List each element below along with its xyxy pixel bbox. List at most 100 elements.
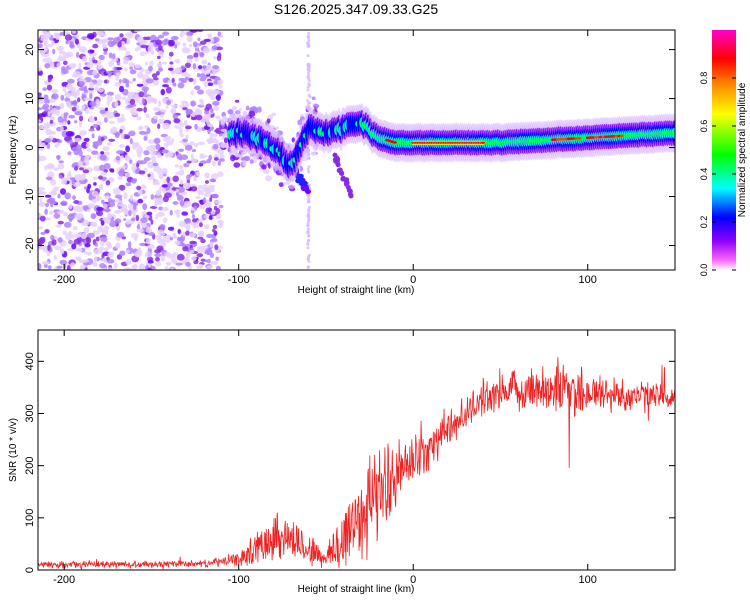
spectrogram-cell xyxy=(142,203,148,210)
y-tick-label: -10 xyxy=(24,189,36,205)
spectrogram-cell xyxy=(306,85,310,89)
spectrogram-cell xyxy=(219,84,223,89)
spectrogram-cell xyxy=(193,52,199,59)
spectrogram-cell xyxy=(215,115,221,119)
spectrogram-cell xyxy=(152,79,159,86)
spectrogram-cell xyxy=(189,109,193,114)
spectrogram-cell xyxy=(206,88,213,96)
spectrogram-cell xyxy=(234,99,240,103)
spectrogram-cell xyxy=(109,120,115,124)
spectrogram-cell xyxy=(307,43,311,47)
spectrogram-cell xyxy=(307,102,310,106)
spectrogram-cell xyxy=(105,180,111,186)
spectrogram-cell xyxy=(103,225,110,231)
spectrogram-cell xyxy=(55,109,60,116)
spectrogram-cell xyxy=(39,215,46,222)
spectrogram-cell xyxy=(307,93,311,97)
snr-series-line xyxy=(38,357,675,570)
spectrogram-cell xyxy=(156,153,162,159)
x-tick-label: 100 xyxy=(579,274,597,286)
spectrogram-cell xyxy=(51,95,56,99)
chart-title: S126.2025.347.09.33.G25 xyxy=(274,1,438,17)
spectrogram-cell xyxy=(199,51,205,58)
spectrogram-cell xyxy=(197,89,204,95)
spectrogram-cell xyxy=(202,47,211,54)
spectrogram-cell xyxy=(242,159,247,166)
spectrogram-cell xyxy=(41,261,50,265)
spectrogram-cell xyxy=(199,40,207,45)
spectrogram-cell xyxy=(155,189,162,197)
spectrogram-cell xyxy=(127,241,132,249)
spectrogram-cell xyxy=(119,144,125,148)
spectrogram-cell xyxy=(207,82,214,87)
spectrogram-cell xyxy=(347,188,353,194)
spectrogram-cell xyxy=(106,70,113,75)
spectrogram-cell xyxy=(100,236,108,243)
y-tick-label: 100 xyxy=(24,509,36,527)
x-tick-label: -100 xyxy=(228,274,250,286)
spectrogram-cell xyxy=(62,56,66,62)
spectrogram-cell xyxy=(115,242,121,249)
spectrogram-cell xyxy=(204,110,209,115)
spectrogram-cell xyxy=(56,45,64,52)
spectrogram-cell xyxy=(38,43,43,49)
x-tick-label: 0 xyxy=(410,274,416,286)
spectrogram-cell xyxy=(91,198,98,203)
spectrogram-cell xyxy=(135,214,140,222)
spectrogram-cell xyxy=(166,176,170,183)
spectrogram-cell xyxy=(307,62,311,66)
spectrogram-cell xyxy=(44,229,50,234)
spectrogram-cell xyxy=(121,37,127,42)
spectrogram-cell xyxy=(49,119,54,124)
spectrogram-cell xyxy=(69,63,76,69)
spectrogram-cell xyxy=(57,163,65,170)
spectrogram-cell xyxy=(160,168,168,175)
spectrogram-cell xyxy=(176,253,185,261)
spectrogram-cell xyxy=(132,112,139,116)
spectrogram-cell xyxy=(124,172,130,177)
spectrogram-cell xyxy=(199,98,204,103)
spectrogram-cell xyxy=(134,47,139,52)
spectrogram-cell xyxy=(204,259,208,263)
spectrogram-cell xyxy=(186,58,193,64)
spectrogram-cell xyxy=(42,87,47,91)
spectrogram-cell xyxy=(99,263,106,269)
spectrogram-cell xyxy=(168,39,175,47)
spectrogram-cell xyxy=(38,201,46,207)
spectrogram-cell xyxy=(619,134,624,138)
y-tick-label: 20 xyxy=(24,43,36,55)
spectrogram-cell xyxy=(306,34,310,38)
y-tick-label: -20 xyxy=(24,238,36,254)
spectrogram-cell xyxy=(91,150,99,155)
spectrogram-cell xyxy=(50,234,55,241)
spectrogram-cell xyxy=(174,125,182,129)
spectrogram-cell xyxy=(194,56,199,62)
colorbar: 0.0 0.2 0.4 0.6 0.8 Normalized spectral ampl… xyxy=(699,30,748,276)
spectrogram-cell xyxy=(43,94,49,100)
spectrogram-cell xyxy=(186,55,194,60)
spectrogram-cell xyxy=(140,44,149,49)
spectrogram-cell xyxy=(217,219,224,225)
spectrogram-cell xyxy=(85,142,90,148)
spectrogram-cell xyxy=(78,149,83,157)
spectrogram-cell xyxy=(49,98,56,104)
spectrogram-cell xyxy=(179,200,185,207)
spectrogram-cell xyxy=(53,167,60,172)
spectrogram-cell xyxy=(198,162,204,167)
spectrogram-cell xyxy=(96,30,104,36)
spectrogram-cell xyxy=(46,163,55,170)
spectrogram-cell xyxy=(44,138,52,143)
spectrogram-cell xyxy=(132,78,136,82)
y-tick-label: 10 xyxy=(24,92,36,104)
spectrogram-cell xyxy=(175,59,181,64)
spectrogram-cell xyxy=(197,184,204,190)
spectrogram-cell xyxy=(205,201,212,208)
spectrogram-cell xyxy=(198,231,204,237)
spectrogram-cell xyxy=(116,61,121,66)
spectrogram-cell xyxy=(165,239,171,243)
spectrogram-cell xyxy=(99,154,107,161)
spectrogram-cell xyxy=(73,205,81,212)
spectrogram-cell xyxy=(170,267,175,270)
spectrogram-cell xyxy=(71,74,79,78)
spectrogram-cell xyxy=(98,59,102,66)
